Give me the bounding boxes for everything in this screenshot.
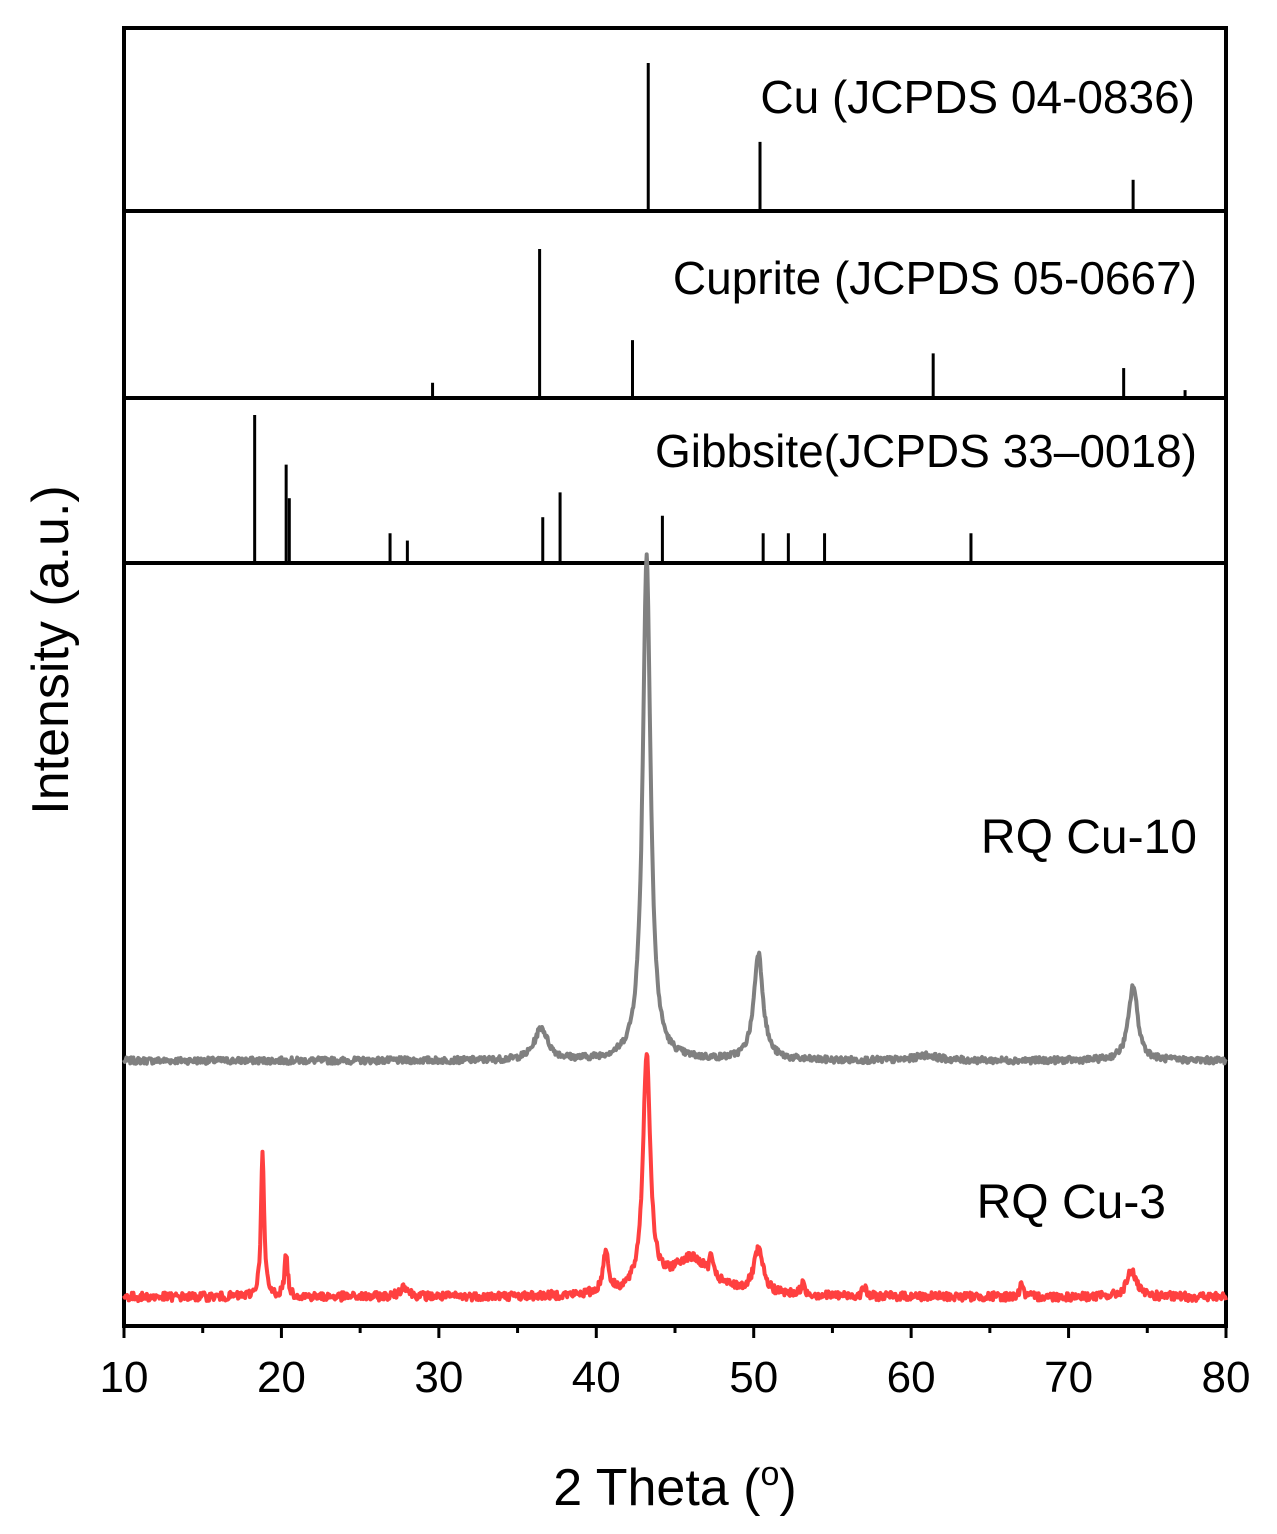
- x-axis-title: 2 Theta (o): [553, 1455, 796, 1517]
- x-tick-label-0: 10: [100, 1353, 149, 1402]
- pattern-line-0: [122, 552, 1228, 1066]
- panel-frames: [122, 26, 1228, 1328]
- x-tick-label-5: 60: [887, 1353, 936, 1402]
- x-tick-label-2: 30: [414, 1353, 463, 1402]
- x-axis: 10 20 30 40 50 60 70 80: [100, 1326, 1251, 1402]
- x-tick-label-4: 50: [729, 1353, 778, 1402]
- x-tick-label-6: 70: [1044, 1353, 1093, 1402]
- ref-label-cu: Cu (JCPDS 04-0836): [760, 71, 1195, 123]
- pattern-line-1: [122, 1052, 1228, 1304]
- ref-label-gibbsite: Gibbsite(JCPDS 33–0018): [655, 425, 1197, 477]
- patterns: [122, 552, 1228, 1304]
- panel-frame-1: [122, 209, 1228, 400]
- ref-label-cuprite: Cuprite (JCPDS 05-0667): [673, 252, 1197, 304]
- y-axis-title: Intensity (a.u.): [22, 485, 80, 814]
- reference-peaks: [253, 63, 1187, 561]
- x-tick-label-1: 20: [257, 1353, 306, 1402]
- x-tick-label-7: 80: [1202, 1353, 1251, 1402]
- x-tick-label-3: 40: [572, 1353, 621, 1402]
- series-label-rq-cu-10: RQ Cu-10: [981, 811, 1197, 864]
- series-label-rq-cu-3: RQ Cu-3: [977, 1176, 1166, 1229]
